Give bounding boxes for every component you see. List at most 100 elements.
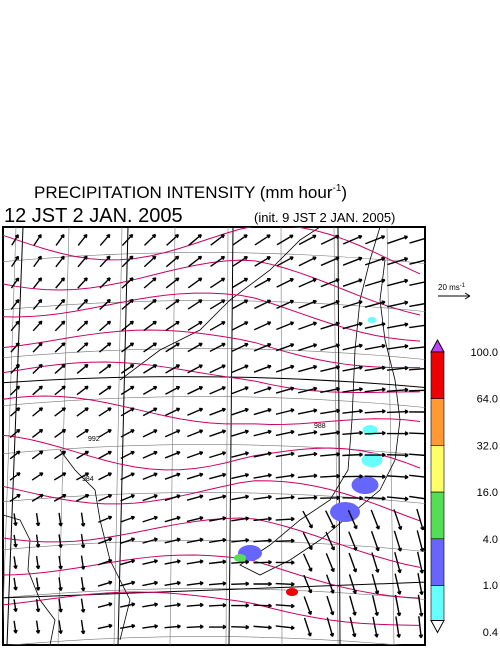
wind-arrow bbox=[164, 515, 181, 523]
wind-arrow bbox=[142, 450, 158, 459]
wind-arrow bbox=[80, 555, 86, 570]
precipitation-area bbox=[286, 588, 298, 596]
wind-arrow bbox=[209, 342, 226, 353]
wind-arrow bbox=[275, 516, 295, 522]
wind-arrow bbox=[120, 623, 136, 629]
wind-arrow bbox=[186, 451, 204, 459]
wind-arrow bbox=[342, 256, 363, 266]
wind-arrow bbox=[120, 407, 135, 417]
wind-arrow bbox=[54, 385, 66, 396]
wind-arrow bbox=[320, 473, 341, 479]
wind-arrow bbox=[187, 364, 203, 374]
wind-arrow bbox=[98, 472, 113, 481]
wind-arrow bbox=[298, 364, 318, 373]
wind-arrow bbox=[209, 321, 226, 331]
wind-arrow bbox=[35, 513, 41, 527]
wind-arrow bbox=[325, 574, 335, 594]
latitude-line bbox=[7, 636, 402, 645]
wind-arrow bbox=[320, 256, 340, 267]
scale-exponent: -1 bbox=[460, 283, 466, 289]
wind-arrow bbox=[276, 234, 294, 246]
scale-label: 20 ms-1 bbox=[438, 283, 466, 292]
wind-arrow bbox=[409, 453, 425, 457]
wind-arrow bbox=[32, 298, 43, 310]
wind-arrow bbox=[98, 363, 112, 374]
colorbar-segment bbox=[430, 445, 445, 493]
isobar bbox=[3, 227, 421, 275]
wind-arrow bbox=[120, 429, 135, 438]
wind-arrow bbox=[76, 385, 89, 396]
wind-arrow bbox=[77, 255, 88, 268]
wind-arrow bbox=[417, 594, 424, 617]
wind-arrow bbox=[10, 277, 20, 289]
wind-arrow bbox=[54, 450, 67, 460]
wind-arrow bbox=[418, 616, 424, 639]
wind-arrow bbox=[298, 343, 318, 352]
wind-arrow bbox=[231, 364, 249, 374]
wind-arrow bbox=[31, 428, 44, 439]
wind-arrow bbox=[186, 537, 204, 544]
wind-arrow bbox=[364, 300, 386, 308]
wind-arrow bbox=[186, 516, 204, 523]
longitude-line bbox=[280, 227, 283, 645]
wind-arrow bbox=[342, 365, 363, 372]
wind-arrow bbox=[13, 577, 18, 591]
wind-arrow bbox=[393, 530, 402, 552]
wind-arrow bbox=[54, 298, 66, 310]
wind-arrow bbox=[99, 255, 111, 268]
wind-arrow bbox=[9, 493, 21, 503]
wind-arrow bbox=[9, 472, 21, 481]
isobar bbox=[3, 434, 421, 471]
wind-arrow bbox=[208, 602, 227, 608]
isobar bbox=[3, 591, 421, 626]
wind-arrow bbox=[254, 277, 272, 288]
wind-arrow bbox=[342, 278, 363, 287]
wind-arrow bbox=[80, 620, 86, 635]
wind-arrow bbox=[186, 624, 204, 630]
colorbar: 100.0 64.0 32.0 16.0 4.0 1.0 0.4 bbox=[430, 338, 498, 639]
wind-arrow bbox=[275, 451, 295, 458]
isobar-label: 992 bbox=[88, 436, 100, 443]
latitude-line bbox=[3, 300, 425, 312]
wind-arrow bbox=[320, 321, 340, 330]
precipitation-area bbox=[330, 502, 360, 522]
wind-arrow bbox=[98, 450, 112, 460]
longitude-line bbox=[386, 227, 395, 645]
wind-arrow bbox=[208, 581, 227, 586]
wind-arrow bbox=[253, 625, 272, 630]
wind-arrow bbox=[320, 278, 340, 288]
wind-arrow bbox=[143, 255, 157, 268]
scale-text: 20 ms bbox=[438, 283, 460, 292]
wind-arrow bbox=[231, 342, 249, 352]
wind-arrow bbox=[120, 580, 136, 587]
wind-arrow bbox=[77, 233, 88, 246]
wind-arrow bbox=[120, 385, 135, 396]
wind-arrow bbox=[10, 320, 20, 332]
wind-arrow bbox=[298, 256, 317, 267]
wind-arrow bbox=[253, 494, 272, 500]
major-longitude bbox=[6, 227, 24, 645]
wind-arrow bbox=[54, 363, 66, 374]
wind-arrow bbox=[142, 624, 159, 629]
wind-arrow bbox=[142, 472, 158, 481]
wind-arrow bbox=[58, 555, 63, 570]
wind-arrow bbox=[231, 603, 250, 608]
wind-arrow bbox=[342, 408, 363, 414]
wind-arrow bbox=[187, 277, 203, 289]
wind-arrow bbox=[297, 430, 318, 436]
wind-arrow bbox=[253, 538, 272, 543]
wind-arrow bbox=[320, 430, 341, 436]
wind-arrow bbox=[142, 494, 158, 502]
wind-arrow bbox=[409, 302, 425, 308]
wind-arrow bbox=[80, 512, 86, 527]
wind-arrow bbox=[166, 233, 180, 246]
wind-arrow bbox=[387, 257, 409, 266]
wind-arrow bbox=[142, 559, 158, 566]
wind-arrow bbox=[120, 515, 136, 523]
wind-arrow bbox=[143, 342, 158, 353]
wind-arrow bbox=[186, 472, 204, 480]
wind-arrow bbox=[143, 320, 157, 332]
wind-arrow bbox=[142, 580, 159, 587]
coastline bbox=[3, 227, 401, 645]
wind-arrow bbox=[275, 408, 295, 415]
